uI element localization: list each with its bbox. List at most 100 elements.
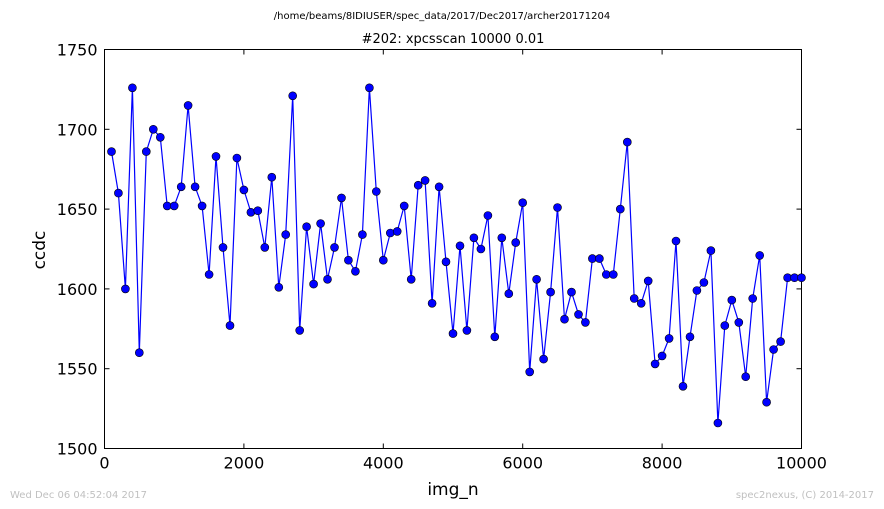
data-point [741,372,751,382]
data-point [365,83,374,93]
x-tick-label: 4000 [363,454,404,473]
data-point [239,185,249,195]
data-point [232,153,242,163]
data-point [121,284,130,294]
plot-frame [104,49,802,449]
data-point [330,243,339,252]
data-point [622,137,632,147]
y-tick-label: 1650 [57,200,98,219]
data-point [392,227,402,236]
data-point [727,295,737,305]
data-point [253,206,263,215]
data-point [713,418,723,428]
data-point [378,255,388,265]
data-point [295,326,305,335]
data-point [476,244,486,254]
data-point [511,238,521,247]
x-axis-label: img_n [427,480,478,500]
data-point [420,176,430,185]
y-tick-label: 1600 [57,280,98,299]
data-point [197,201,207,211]
data-point [135,348,144,358]
data-point [281,230,291,239]
data-point [504,289,514,299]
series-line [110,87,802,424]
series-layer [107,83,806,428]
y-tick-label: 1500 [57,440,98,459]
file-path-title: /home/beams/8IDIUSER/spec_data/2017/Dec2… [274,11,610,22]
data-point [169,201,179,211]
y-tick-label: 1550 [57,360,98,379]
data-point [525,367,535,377]
data-point [323,274,332,284]
data-point [581,318,590,327]
x-tick-label: 6000 [502,454,543,473]
data-point [671,236,681,246]
data-point [685,332,695,342]
x-tick-label: 2000 [224,454,265,473]
data-point [406,274,416,284]
y-axis-ticks: 1500 1550 1600 1650 1700 1750 [57,41,802,459]
data-point [636,298,646,308]
data-point [595,254,604,263]
data-point [260,243,270,252]
data-point [211,152,221,161]
x-axis-ticks: 0 2000 4000 6000 8000 10000 [99,49,827,473]
data-point [629,294,639,303]
data-point [539,354,548,364]
data-point [183,101,193,110]
data-point [755,251,765,260]
data-point [776,337,785,346]
data-point [643,276,653,286]
data-point [546,287,555,297]
data-point [351,266,360,276]
data-point [288,91,298,101]
data-point [469,233,479,243]
data-point [267,172,277,182]
data-point [337,193,346,203]
footer-timestamp: Wed Dec 06 04:52:04 2017 [10,490,147,501]
data-point [316,219,325,228]
data-point [720,321,730,330]
data-point [615,204,625,214]
data-point [560,314,569,324]
data-point [608,270,618,279]
data-point [497,233,507,243]
data-point [734,318,744,327]
data-point [156,133,165,142]
data-point [190,182,200,192]
data-point [399,201,409,211]
footer-credit: spec2nexus, (C) 2014-2017 [736,490,874,501]
data-point [128,83,137,93]
data-point [769,345,778,354]
data-point [657,351,667,361]
x-tick-label: 8000 [642,454,683,473]
data-point [218,243,228,252]
y-tick-label: 1700 [57,120,98,139]
data-point [344,255,353,265]
data-point [302,222,311,231]
data-point [149,125,158,134]
data-point [107,147,116,156]
data-point [448,329,458,338]
data-point [371,187,381,196]
data-point [664,334,674,343]
x-tick-label: 0 [99,454,109,473]
data-point [455,241,465,251]
data-point [532,274,541,284]
data-point [518,198,528,207]
data-point [490,332,500,342]
data-point [142,147,151,156]
y-tick-label: 1750 [57,41,98,60]
data-point [748,294,758,303]
data-point [762,397,771,407]
data-point [309,279,318,289]
data-point [413,180,423,190]
data-point [706,246,716,255]
data-point [650,359,660,369]
data-point [434,182,444,192]
data-point [225,321,235,330]
data-point [692,286,702,295]
data-point [204,270,214,279]
